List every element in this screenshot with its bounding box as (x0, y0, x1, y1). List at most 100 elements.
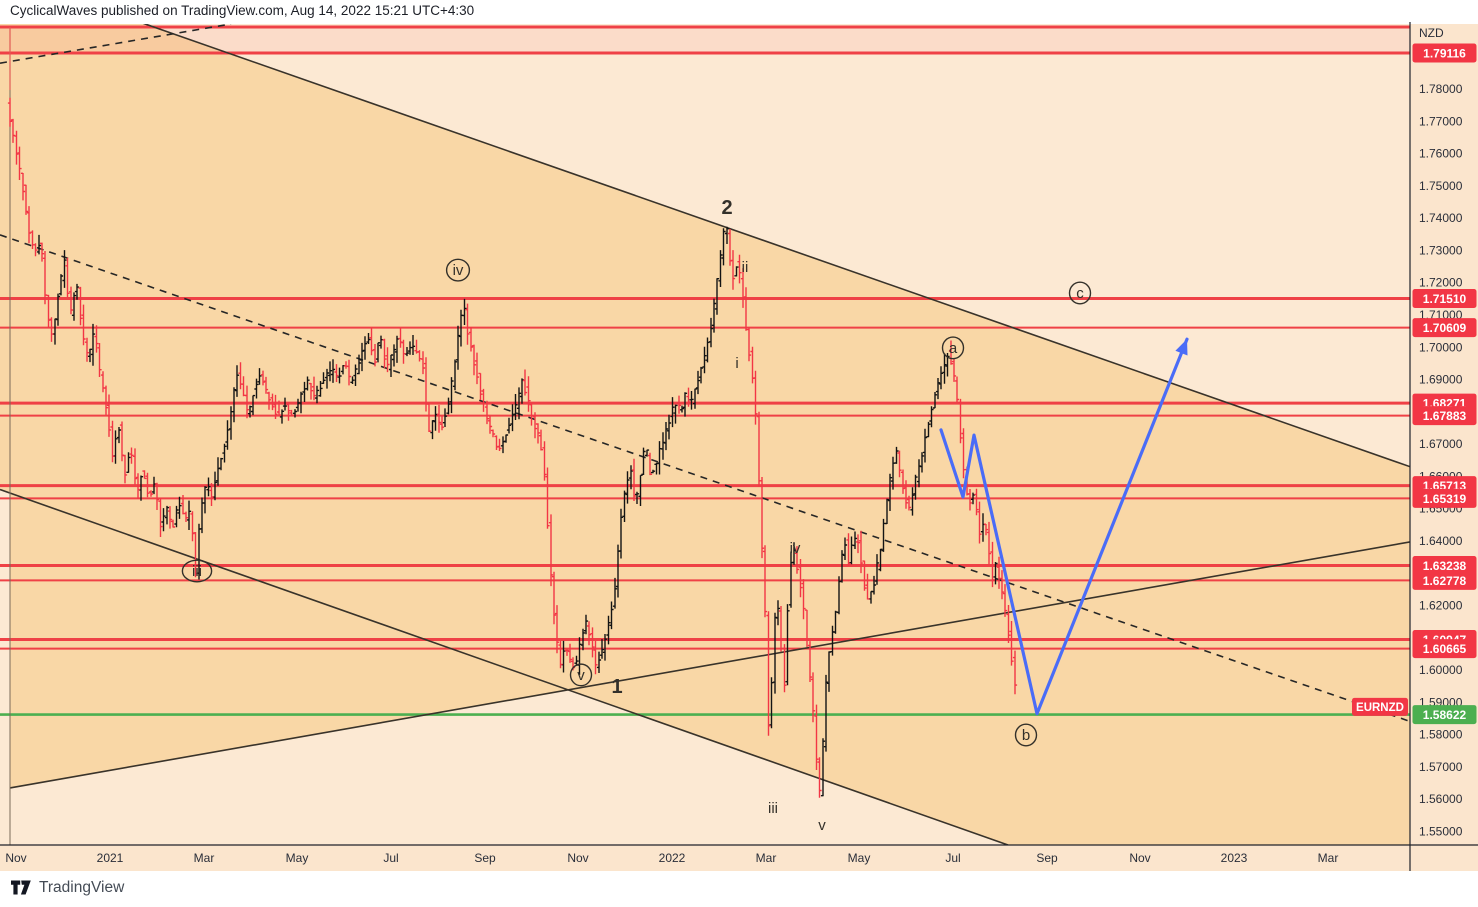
wave-label-b-circled: b (1014, 723, 1038, 747)
wave-label-iv-circled: iv (445, 258, 471, 282)
price-level-label-text: 1.79116 (1423, 46, 1466, 60)
price-level-label-bg (1412, 488, 1477, 508)
time-tick-label: 2022 (659, 851, 686, 865)
wave-label-text: b (1022, 727, 1030, 744)
price-tick-label: 1.56000 (1419, 792, 1463, 806)
time-tick-label: 2023 (1221, 851, 1248, 865)
price-level-label-text: 1.60665 (1423, 642, 1467, 656)
price-tick-label: 1.58000 (1419, 728, 1463, 742)
symbol-label-text: EURNZD (1356, 702, 1404, 714)
price-level-label: 1.63238 (1412, 556, 1477, 576)
time-tick-label: Nov (1129, 851, 1150, 865)
wave-label-text: iii (192, 563, 202, 580)
up-bars (36, 226, 998, 797)
chart-attribution: CyclicalWaves published on TradingView.c… (10, 3, 474, 18)
price-level-label-text: 1.65319 (1423, 492, 1467, 506)
symbol-label-bg (1352, 697, 1408, 716)
wave-circle (941, 336, 965, 360)
price-level-label: 1.58622 (1412, 705, 1477, 725)
price-level-label-text: 1.58622 (1423, 708, 1467, 722)
price-tick-label: 1.69000 (1419, 373, 1463, 387)
wave-label-1: 1 (611, 676, 622, 698)
wave-label-text: 1 (611, 676, 622, 698)
price-tick-label: 1.77000 (1419, 114, 1463, 128)
time-tick-label: 2021 (97, 851, 124, 865)
time-tick-label: Nov (5, 851, 26, 865)
trendline-descending-dashed (0, 234, 1410, 723)
wave-label-i: i (735, 355, 738, 372)
price-tick-label: 1.70000 (1419, 340, 1463, 354)
price-bars (7, 97, 1018, 798)
time-tick-label: Sep (1036, 851, 1058, 865)
price-level-labels: 1.791161.715101.706091.682711.678831.657… (1412, 43, 1477, 725)
wave-circle (569, 663, 593, 687)
price-level-label-text: 1.70609 (1423, 321, 1467, 335)
wave-label-text: i (735, 355, 738, 372)
price-level-label-bg (1412, 43, 1477, 63)
tradingview-logo-icon (11, 880, 31, 895)
symbol-price-label: EURNZD (1352, 697, 1408, 716)
trendline-channel-lower (0, 488, 1009, 845)
price-level-label: 1.60665 (1412, 639, 1477, 659)
wave-label-v-circled: v (569, 663, 593, 687)
time-tick-label: Mar (1318, 851, 1339, 865)
price-level-label-bg (1412, 406, 1477, 426)
wave-label-text: iv (453, 262, 464, 279)
wave-label-iii-circled: iii (181, 559, 213, 583)
wave-label-text: a (949, 340, 958, 357)
wave-label-text: ii (742, 259, 749, 276)
time-axis-bg[interactable] (0, 845, 1478, 871)
price-tick-label: 1.75000 (1419, 179, 1463, 193)
time-tick-label: Sep (474, 851, 496, 865)
price-tick-label: 1.73000 (1419, 243, 1463, 257)
price-level-label-text: 1.67883 (1423, 409, 1467, 423)
wave-label-2: 2 (721, 197, 732, 219)
price-level-label: 1.71510 (1412, 289, 1477, 309)
time-axis[interactable]: Nov 2021 Mar May Jul Sep Nov 2022 Mar May Jul Sep No… (5, 851, 1338, 865)
tradingview-logo[interactable]: TradingView (10, 878, 124, 897)
attribution-text: CyclicalWaves published on TradingView.c… (10, 3, 475, 18)
price-tick-label: 1.64000 (1419, 534, 1463, 548)
trendline-upper-left-dashed (0, 24, 232, 64)
price-tick-label: 1.67000 (1419, 437, 1463, 451)
price-tick-label: 1.76000 (1419, 147, 1463, 161)
time-tick-label: Jul (945, 851, 960, 865)
wave-label-a-circled: a (941, 336, 965, 360)
time-tick-label: Nov (567, 851, 588, 865)
wave-label-v: v (818, 817, 826, 834)
price-tick-label: 1.57000 (1419, 760, 1463, 774)
wave-circle (1068, 281, 1092, 305)
wave-circle (445, 258, 471, 282)
price-level-label-bg (1412, 556, 1477, 576)
wave-label-iii: iii (768, 800, 778, 817)
price-level-label-bg (1412, 570, 1477, 590)
price-tick-label: 1.55000 (1419, 825, 1463, 839)
price-level-label: 1.67883 (1412, 406, 1477, 426)
wave-label-text: c (1076, 285, 1084, 302)
trendline-ascending-support (9, 541, 1410, 789)
price-level-label-bg (1412, 318, 1477, 338)
price-level-label-text: 1.62778 (1423, 574, 1467, 588)
resistance-band-fill (0, 26, 1410, 53)
price-tick-label: 1.74000 (1419, 211, 1463, 225)
projection-arrowhead (1175, 339, 1188, 356)
level-lines (0, 25, 1410, 716)
price-level-label: 1.79116 (1412, 43, 1477, 63)
price-tick-label: 1.72000 (1419, 276, 1463, 290)
price-level-label: 1.62778 (1412, 570, 1477, 590)
wave-label-text: v (577, 667, 585, 684)
price-tick-label: 1.62000 (1419, 599, 1463, 613)
ascending-wedge-fill (10, 24, 1410, 788)
wave-label-text: v (818, 817, 826, 834)
wave-label-text: iv (790, 540, 801, 557)
price-level-label-bg (1412, 289, 1477, 309)
time-tick-label: May (848, 851, 871, 865)
price-tick-label: 1.78000 (1419, 82, 1463, 96)
wave-label-text: 2 (721, 197, 732, 219)
wave-label-ii: ii (742, 259, 749, 276)
wave-circle (181, 559, 213, 583)
trendline-channel-upper (142, 24, 1410, 468)
